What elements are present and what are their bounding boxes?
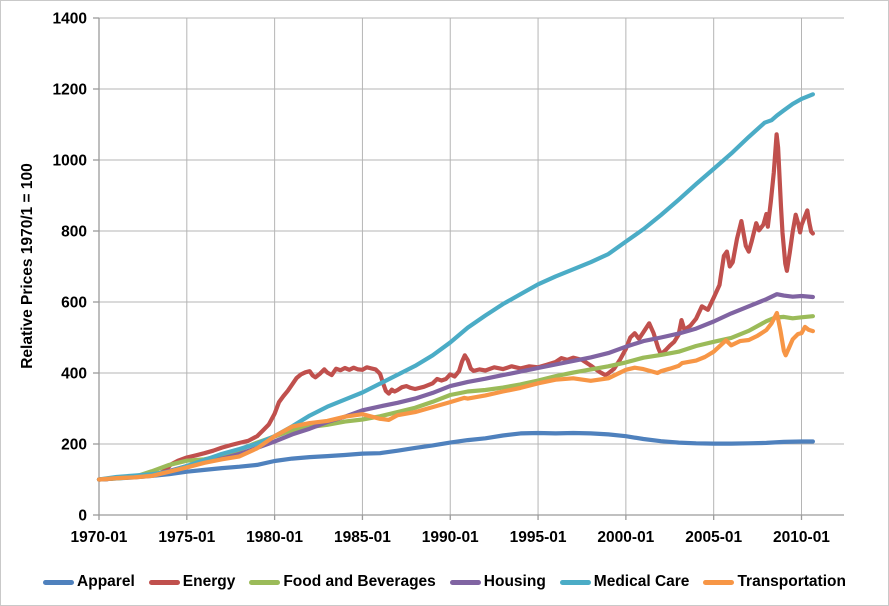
y-tick-label: 400 [61,366,87,383]
x-tick-label: 1985-01 [334,529,391,546]
series-line-transportation [96,310,815,482]
legend-swatch-apparel [43,579,75,585]
series-line-food-and-beverages [96,314,815,482]
y-tick-label: 600 [61,295,87,312]
legend-swatch-transportation [703,579,735,585]
series-line-medical-care [96,92,815,482]
y-tick-label: 1200 [53,82,87,99]
legend-item-transportation: Transportation [703,573,846,591]
x-tick-label: 1980-01 [246,529,303,546]
grid-lines [99,17,844,515]
legend-item-apparel: Apparel [43,573,135,591]
y-tick-label: 1000 [53,153,87,170]
x-tick-label: 2005-01 [685,529,742,546]
legend-item-energy: Energy [148,573,236,591]
legend-item-housing: Housing [449,573,546,591]
legend-item-food-and-beverages: Food and Beverages [249,573,436,591]
legend-swatch-food-and-beverages [249,579,281,585]
legend-swatch-housing [449,579,481,585]
x-tick-label: 1995-01 [510,529,567,546]
tick-labels: 1970-01 1975-01 1980-01 1985-01 1990-01 1995-… [53,11,831,547]
x-tick-label: 2000-01 [597,529,654,546]
x-tick-label: 1970-01 [71,529,128,546]
legend-label: Medical Care [593,573,690,590]
legend-label: Apparel [77,573,135,590]
axes [93,17,844,520]
series-line-apparel [96,430,815,482]
legend-label: Housing [483,573,546,590]
chart-legend: Apparel Energy Food and Beverages Housing Me… [1,568,888,596]
legend-swatch-energy [148,579,180,585]
legend-item-medical-care: Medical Care [559,573,690,591]
series-line-energy [96,132,815,482]
y-axis-title: Relative Prices 1970/1 = 100 [19,163,36,369]
y-tick-label: 1400 [53,11,87,28]
series-lines [96,92,815,482]
legend-label: Food and Beverages [283,573,436,590]
x-tick-label: 1975-01 [158,529,215,546]
y-tick-label: 0 [78,508,87,525]
legend-label: Energy [182,573,236,590]
y-tick-label: 800 [61,224,87,241]
x-tick-label: 2010-01 [773,529,830,546]
legend-label: Transportation [737,573,846,590]
line-chart: 1970-01 1975-01 1980-01 1985-01 1990-01 1995-… [19,11,844,547]
y-tick-label: 200 [61,437,87,454]
x-tick-label: 1990-01 [422,529,479,546]
legend-swatch-medical-care [559,579,591,585]
